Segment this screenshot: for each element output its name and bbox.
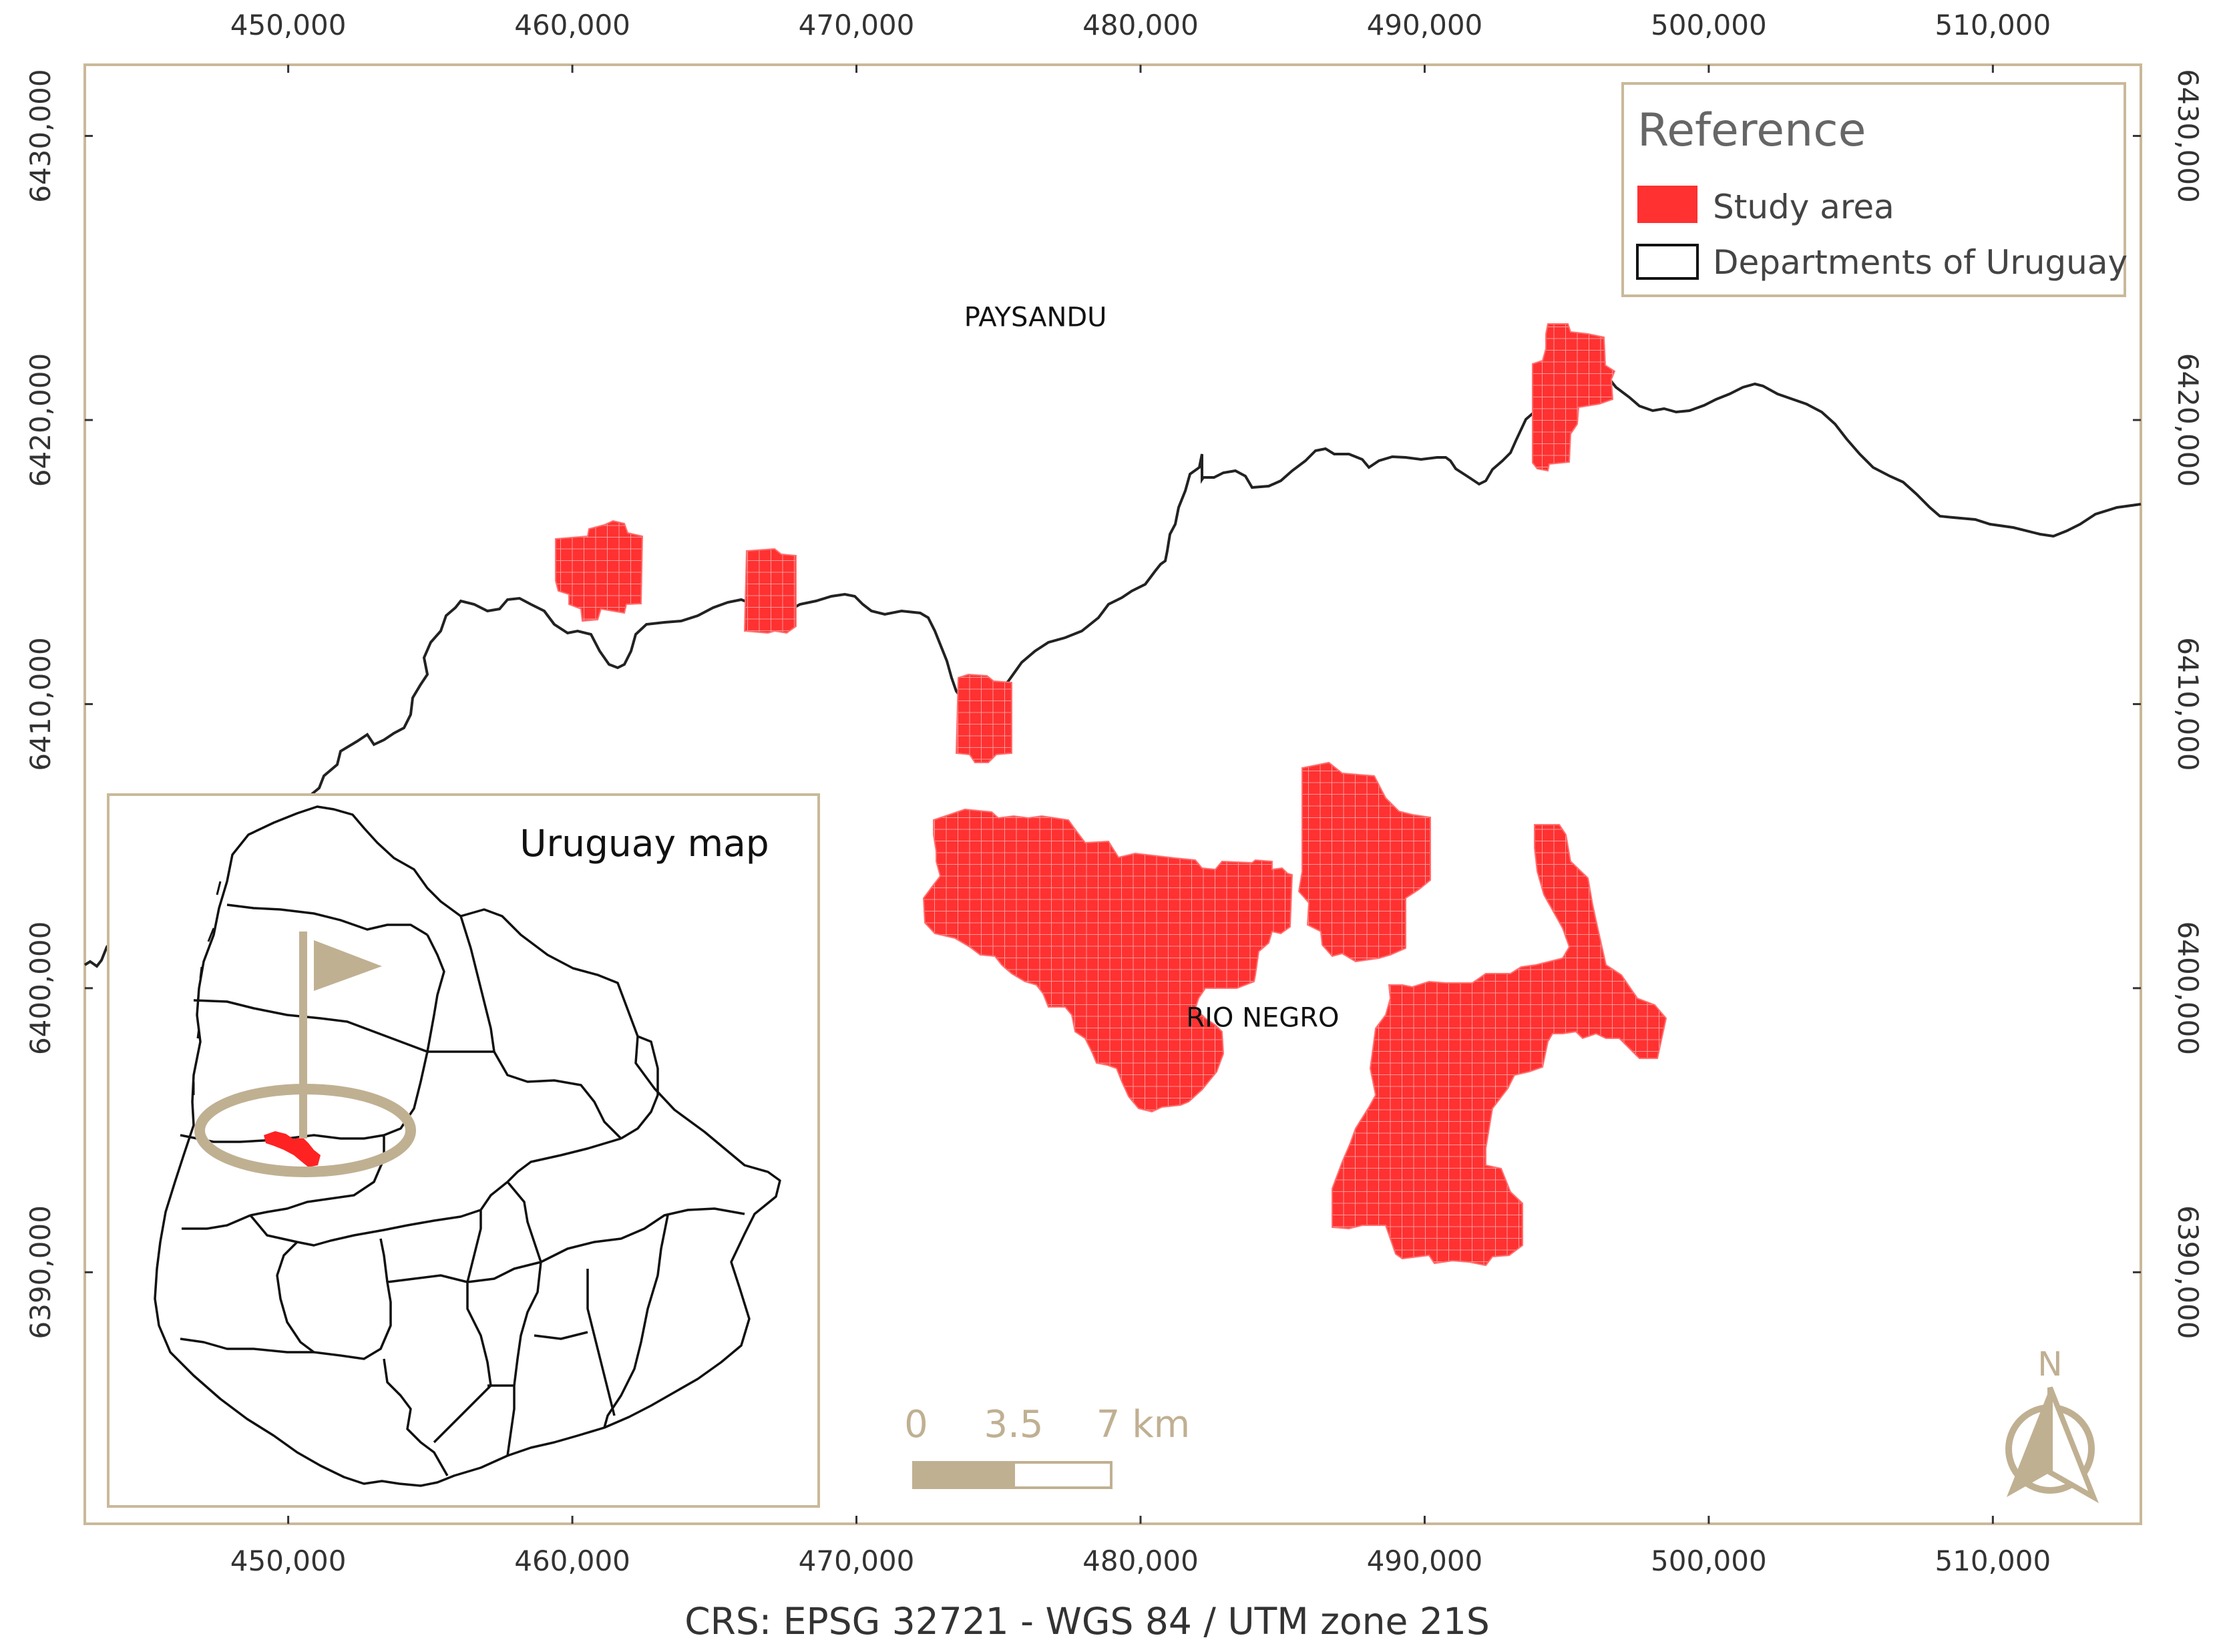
x-tick-label-top: 490,000: [1367, 9, 1483, 41]
x-tick-label-bottom: 450,000: [230, 1544, 347, 1577]
x-tick-label-top: 450,000: [230, 9, 347, 41]
place-label-rio-negro: RIO NEGRO: [1186, 1002, 1339, 1033]
legend-swatch-departments: [1636, 244, 1699, 280]
legend-box: [1621, 82, 2126, 297]
study-area-patch: [955, 673, 1012, 763]
study-area-patches: [555, 323, 1667, 1267]
y-axis-left: 6430,000 6420,000 6410,000 6400,000 6390,000: [24, 69, 93, 1339]
y-axis-right: 6430,000 6420,000 6410,000 6400,000 6390,000: [2133, 69, 2204, 1339]
y-tick-label-right: 6430,000: [2172, 69, 2204, 202]
x-tick-label-bottom: 480,000: [1082, 1544, 1199, 1577]
x-axis-bottom: 450,000 460,000 470,000 480,000 490,000 500,0…: [230, 1516, 2051, 1577]
study-area-patch: [1532, 323, 1616, 472]
inset-title: Uruguay map: [520, 822, 769, 865]
scale-label-mid: 3.5: [984, 1403, 1043, 1446]
x-tick-label-bottom: 500,000: [1651, 1544, 1767, 1577]
legend: Reference Study area Departments of Urug…: [1621, 82, 2128, 297]
department-boundary-line: [83, 372, 2142, 968]
north-arrow-icon: N: [2005, 1345, 2099, 1504]
y-tick-label-left: 6400,000: [24, 921, 57, 1055]
x-tick-label-top: 460,000: [514, 9, 630, 41]
legend-label-departments: Departments of Uruguay: [1713, 243, 2128, 282]
study-area-patch: [1297, 761, 1431, 963]
flag-icon: [299, 932, 382, 1139]
y-tick-label-left: 6390,000: [24, 1205, 57, 1339]
y-tick-label-right: 6420,000: [2172, 353, 2204, 487]
x-tick-label-top: 510,000: [1935, 9, 2051, 41]
y-tick-label-right: 6410,000: [2172, 637, 2204, 771]
y-tick-label-left: 6420,000: [24, 353, 57, 487]
crs-label: CRS: EPSG 32721 - WGS 84 / UTM zone 21S: [684, 1600, 1490, 1643]
x-tick-label-top: 470,000: [799, 9, 915, 41]
y-tick-label-right: 6390,000: [2172, 1205, 2204, 1339]
y-tick-label-right: 6400,000: [2172, 921, 2204, 1055]
north-label: N: [2037, 1345, 2062, 1384]
x-tick-label-top: 480,000: [1082, 9, 1199, 41]
department-lines: [180, 903, 745, 1476]
study-area-patch: [1332, 824, 1667, 1267]
scale-bar-outline: [912, 1461, 1113, 1489]
x-tick-label-bottom: 510,000: [1935, 1544, 2051, 1577]
scale-segment-empty: [1012, 1461, 1113, 1489]
inset-coast-dashes: [192, 881, 222, 1095]
inset-study-area: [264, 1131, 321, 1167]
scale-label-0: 0: [904, 1403, 928, 1446]
study-area-patch: [922, 808, 1293, 1113]
x-tick-label-bottom: 460,000: [514, 1544, 630, 1577]
scale-bar: 0 3.5 7 km: [904, 1403, 1190, 1489]
legend-title: Reference: [1637, 104, 1866, 157]
uruguay-outline: [154, 805, 781, 1487]
y-tick-label-left: 6430,000: [24, 69, 57, 202]
place-label-paysandu: PAYSANDU: [964, 302, 1107, 333]
x-tick-label-top: 500,000: [1651, 9, 1767, 41]
inset-uruguay-map: [154, 805, 781, 1487]
scale-segment-filled: [914, 1462, 1014, 1488]
inset-map-box: [107, 793, 820, 1508]
x-axis-top: 450,000 460,000 470,000 480,000 490,000 500,0…: [230, 9, 2051, 73]
y-tick-label-left: 6410,000: [24, 637, 57, 771]
x-tick-label-bottom: 470,000: [799, 1544, 915, 1577]
study-area-patch: [555, 520, 644, 622]
scale-label-end: 7 km: [1096, 1403, 1190, 1446]
legend-label-study-area: Study area: [1713, 188, 1894, 226]
legend-swatch-study-area: [1637, 186, 1697, 223]
x-tick-label-bottom: 490,000: [1367, 1544, 1483, 1577]
study-area-patch: [743, 548, 797, 634]
